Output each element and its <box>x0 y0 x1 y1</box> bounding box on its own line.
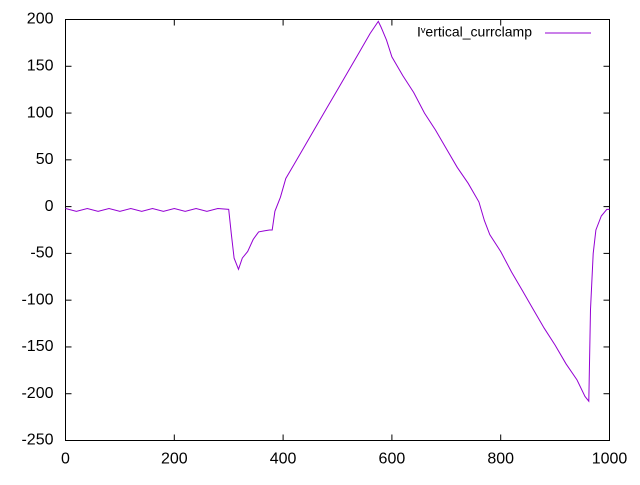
y-tick-label: -200 <box>21 385 53 402</box>
y-tick-label: -250 <box>21 432 53 449</box>
y-tick-label: 100 <box>27 104 54 121</box>
x-tick-label: 800 <box>487 451 514 468</box>
y-tick-label: 0 <box>45 198 54 215</box>
y-tick-label: -150 <box>21 338 53 355</box>
y-tick-label: -50 <box>30 245 53 262</box>
legend-label: Iᵛertical_currclamp <box>417 24 532 40</box>
x-tick-label: 0 <box>61 451 70 468</box>
series-line <box>65 20 610 403</box>
x-tick-label: 200 <box>161 451 188 468</box>
y-tick-label: 150 <box>27 57 54 74</box>
x-tick-label: 1000 <box>592 451 628 468</box>
plot-border <box>65 19 610 441</box>
x-tick-label: 600 <box>379 451 406 468</box>
y-tick-label: 200 <box>27 11 54 28</box>
x-tick-label: 400 <box>270 451 297 468</box>
y-tick-label: -100 <box>21 291 53 308</box>
y-tick-label: 50 <box>36 151 54 168</box>
